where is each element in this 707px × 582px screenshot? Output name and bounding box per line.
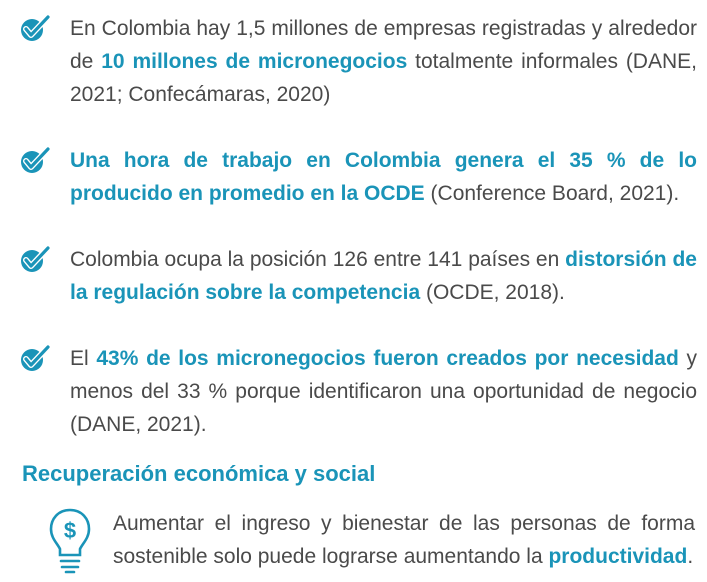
section-heading: Recuperación económica y social <box>22 461 376 486</box>
svg-text:$: $ <box>64 518 76 543</box>
body-text: Colombia ocupa la posición 126 entre 141… <box>70 248 566 271</box>
body-text: y menos del 33 % porque identificaron un… <box>70 347 697 436</box>
body-text: Aumentar el ingreso y bienestar de las p… <box>113 512 695 568</box>
body-text: totalmente informales (DANE, 2021; Confe… <box>70 50 697 106</box>
bullet-text: En Colombia hay 1,5 millones de empresas… <box>70 12 697 111</box>
bullet-text: Colombia ocupa la posición 126 entre 141… <box>70 243 697 309</box>
highlighted-text: Una hora de trabajo en Colombia genera e… <box>70 149 697 205</box>
checkmark-icon <box>21 245 51 272</box>
highlighted-text: productividad <box>548 545 688 568</box>
bullet-text: El 43% de los micronegocios fueron cread… <box>70 342 697 441</box>
lightbulb-dollar-icon: $ <box>49 508 91 574</box>
highlighted-text: 10 millones de micronegocios <box>101 50 408 73</box>
checkmark-icon <box>21 146 51 173</box>
section-body-text: Aumentar el ingreso y bienestar de las p… <box>113 507 695 573</box>
body-text: (OCDE, 2018). <box>420 281 565 304</box>
body-text: (Conference Board, 2021). <box>424 182 680 205</box>
highlighted-text: 43% de los micronegocios fueron creados … <box>96 347 679 370</box>
body-text: El <box>70 347 97 370</box>
bullet-text: Una hora de trabajo en Colombia genera e… <box>70 144 697 210</box>
body-text: . <box>687 545 694 568</box>
body-text: En Colombia hay 1,5 millones de empresas… <box>70 17 697 73</box>
highlighted-text: distorsión de la regulación sobre la com… <box>70 248 697 304</box>
checkmark-icon <box>21 14 51 41</box>
checkmark-icon <box>21 344 51 371</box>
